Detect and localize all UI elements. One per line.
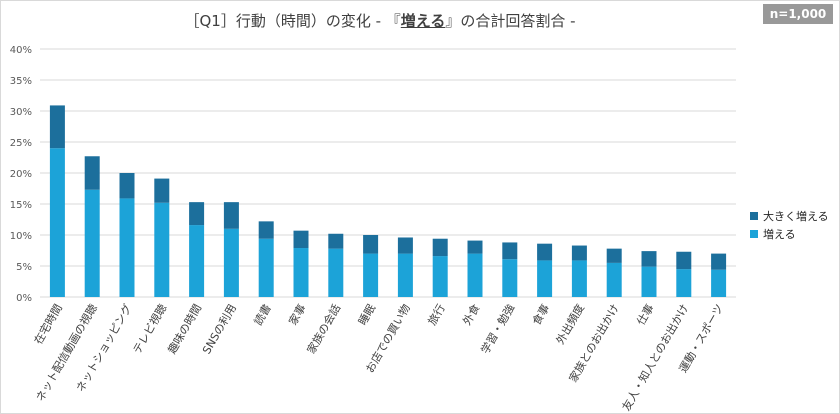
bar-big-increase: [467, 240, 483, 254]
title-prefix: ［Q1］行動（時間）の変化 - 『: [184, 12, 401, 30]
x-category-label: ネット配信動画の視聴: [33, 302, 100, 404]
bar-big-increase: [293, 230, 309, 249]
legend-swatch-big-increase: [750, 212, 758, 220]
bar-increase: [119, 198, 135, 297]
legend-label-big-increase: 大きく増える: [763, 210, 829, 223]
bar-increase: [711, 269, 727, 297]
x-category-label: 外食: [459, 302, 482, 328]
bar-increase: [189, 225, 205, 297]
title-suffix: 』の合計回答割合 -: [445, 12, 576, 30]
bar-increase: [606, 262, 622, 297]
chart-title: ［Q1］行動（時間）の変化 - 『増える』の合計回答割合 -: [0, 10, 760, 31]
sample-size-badge: n=1,000: [763, 4, 833, 24]
x-category-label: 外出頻度: [553, 302, 587, 347]
bar-increase: [432, 256, 448, 297]
y-tick-label: 20%: [10, 169, 32, 180]
bar-big-increase: [84, 156, 100, 190]
x-category-label: 家事: [285, 302, 308, 328]
bar-increase: [537, 260, 553, 297]
title-emphasis: 増える: [400, 12, 446, 30]
y-tick-label: 10%: [10, 231, 32, 242]
bar-increase: [571, 260, 587, 297]
bar-increase: [223, 228, 239, 297]
bar-big-increase: [328, 233, 344, 249]
bar-big-increase: [363, 235, 379, 254]
bar-big-increase: [258, 221, 274, 239]
bar-big-increase: [571, 245, 587, 261]
x-category-label: 仕事: [634, 302, 656, 328]
x-category-label: 在宅時間: [31, 302, 65, 347]
legend: 大きく増える 増える: [750, 207, 829, 243]
bar-big-increase: [223, 202, 239, 229]
bar-big-increase: [189, 202, 205, 226]
legend-item-increase: 増える: [750, 225, 829, 243]
x-category-label: 食事: [529, 302, 552, 328]
bar-big-increase: [606, 248, 622, 263]
legend-label-increase: 増える: [763, 228, 796, 241]
bar-increase: [641, 266, 657, 297]
bar-increase: [397, 253, 413, 297]
x-category-label: 旅行: [425, 302, 448, 328]
y-tick-label: 40%: [10, 45, 32, 56]
x-category-label: SNSの利用: [200, 302, 239, 356]
bar-increase: [84, 189, 100, 297]
x-category-label: テレビ視聴: [130, 302, 170, 357]
bar-increase: [154, 202, 170, 297]
x-category-label: 読書: [251, 302, 274, 328]
bar-increase: [293, 248, 309, 297]
x-category-label: 睡眠: [356, 302, 378, 328]
y-tick-label: 5%: [16, 262, 32, 273]
bar-big-increase: [711, 253, 727, 270]
y-tick-label: 15%: [10, 200, 32, 211]
y-tick-label: 35%: [10, 76, 32, 87]
bar-increase: [467, 253, 483, 297]
bar-increase: [258, 238, 274, 297]
legend-swatch-increase: [750, 230, 758, 238]
y-tick-label: 0%: [16, 293, 32, 304]
legend-item-big-increase: 大きく増える: [750, 207, 829, 225]
bar-big-increase: [154, 178, 170, 203]
x-category-label: 趣味の時間: [165, 302, 205, 357]
y-tick-label: 30%: [10, 107, 32, 118]
bar-big-increase: [676, 251, 692, 270]
bar-big-increase: [119, 173, 135, 199]
bar-big-increase: [432, 238, 448, 257]
bar-increase: [328, 248, 344, 297]
y-tick-label: 25%: [10, 138, 32, 149]
bar-increase: [363, 253, 379, 297]
bar-big-increase: [537, 243, 553, 261]
x-category-label: 学習・勉強: [478, 302, 518, 357]
x-category-label: 友人・知人とのお出かけ: [619, 302, 692, 414]
bar-increase: [49, 148, 65, 297]
bar-big-increase: [397, 237, 413, 254]
bar-increase: [502, 259, 518, 297]
bar-big-increase: [641, 251, 657, 267]
bar-increase: [676, 269, 692, 297]
bar-big-increase: [502, 242, 518, 260]
x-category-label: 家族の会話: [304, 302, 344, 357]
bar-big-increase: [49, 105, 65, 149]
